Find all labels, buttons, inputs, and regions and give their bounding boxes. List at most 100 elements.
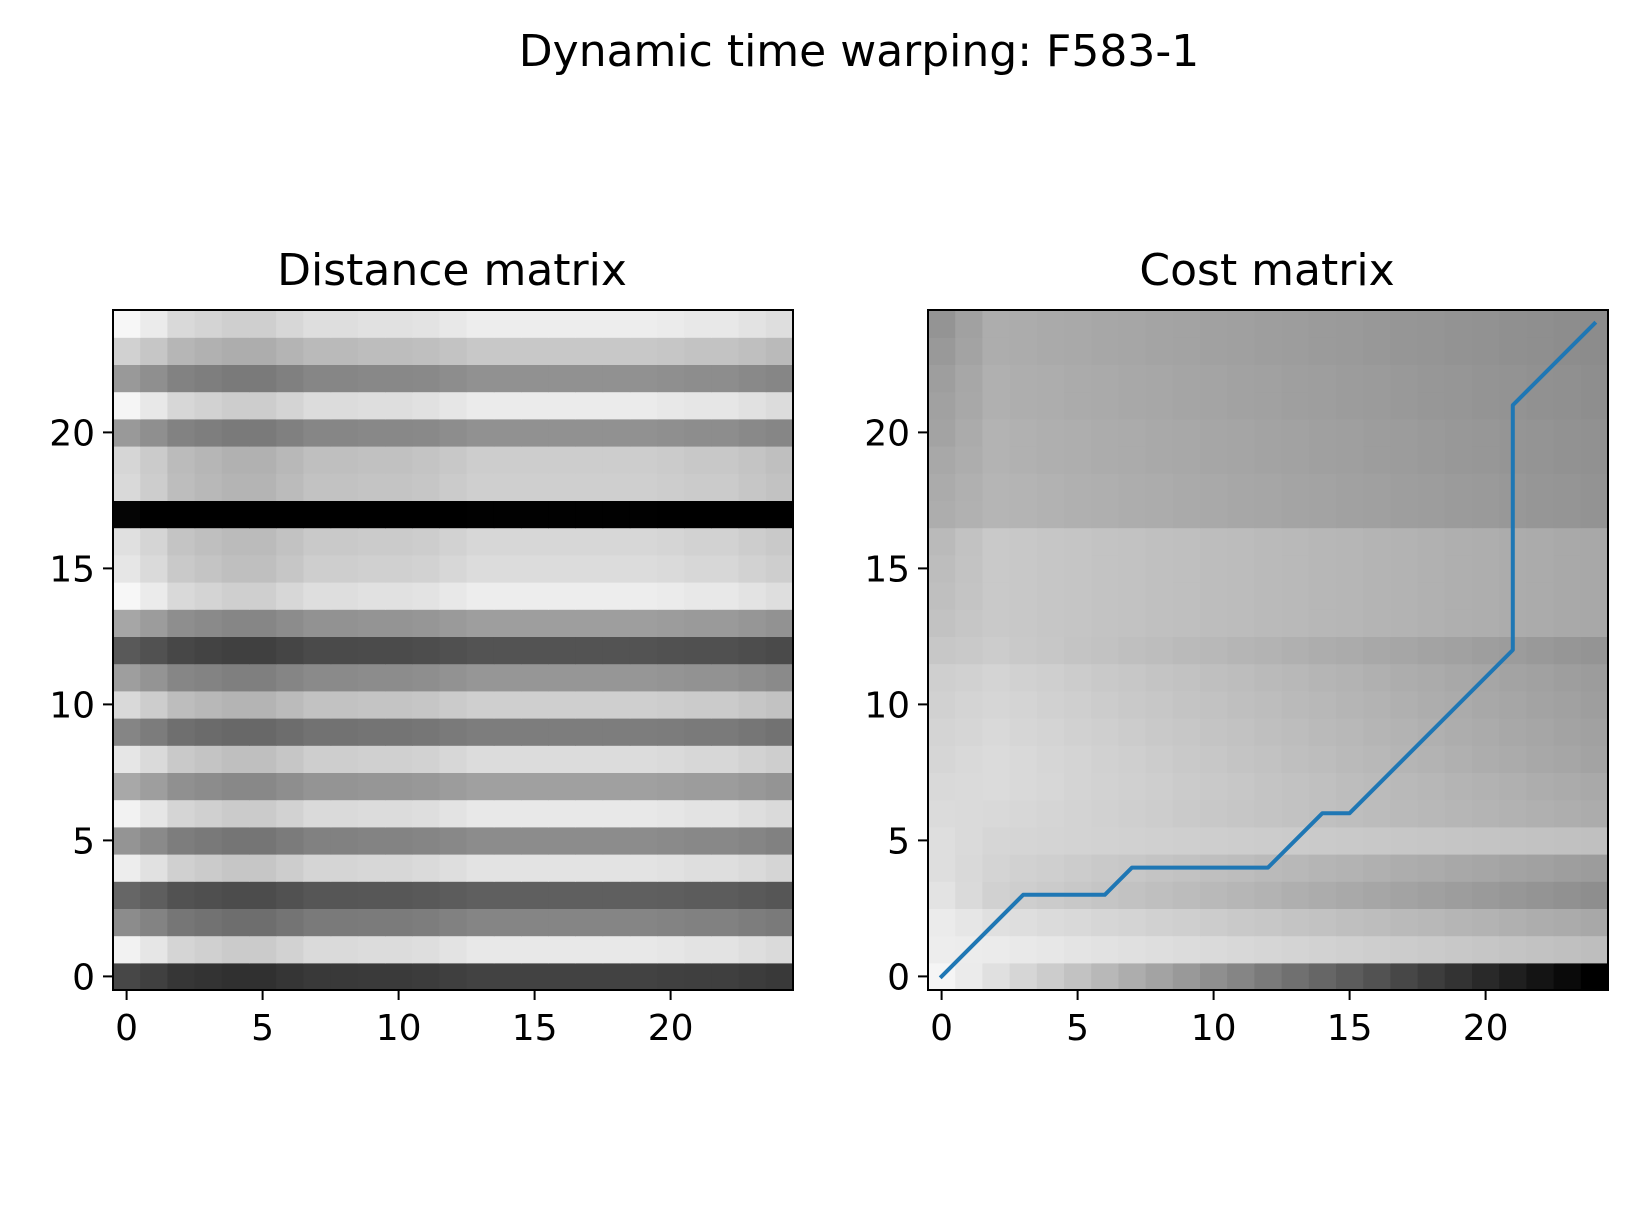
cost-cell: [1200, 527, 1228, 556]
cost-cell: [955, 473, 983, 501]
cost-cell: [1472, 881, 1500, 909]
cost-cell: [1417, 799, 1446, 828]
cost-cell: [1009, 663, 1038, 692]
cost-cell: [1553, 826, 1582, 855]
distance-cell: [629, 310, 658, 338]
distance-cell: [493, 854, 522, 882]
distance-cell: [221, 690, 250, 719]
distance-cell: [493, 935, 522, 964]
distance-cell: [412, 745, 440, 773]
distance-cell: [330, 826, 359, 855]
distance-cell: [684, 446, 712, 474]
cost-cell: [1553, 772, 1582, 801]
distance-cell: [113, 554, 141, 583]
distance-cell: [221, 554, 250, 583]
cost-cell: [1200, 364, 1228, 393]
distance-cell: [276, 473, 304, 501]
distance-cell: [330, 500, 359, 529]
cost-cell: [1390, 527, 1419, 556]
distance-cell: [493, 636, 522, 665]
distance-cell: [303, 962, 332, 991]
distance-cell: [548, 962, 576, 991]
cost-cell: [1472, 337, 1500, 365]
distance-cell: [548, 582, 576, 610]
distance-cell: [711, 609, 740, 637]
cost-cell: [1145, 636, 1174, 665]
distance-cell: [629, 854, 658, 882]
distance-cell: [602, 527, 631, 556]
distance-cell: [221, 582, 250, 610]
cost-cell: [1227, 554, 1255, 583]
cost-cell: [1254, 418, 1283, 447]
cost-cell: [1472, 310, 1500, 338]
cost-cell: [1036, 446, 1065, 474]
cost-cell: [1172, 690, 1201, 719]
distance-cell: [113, 364, 141, 393]
distance-cell: [412, 772, 440, 801]
distance-cell: [602, 554, 631, 583]
distance-cell: [221, 854, 250, 882]
cost-cell: [1472, 718, 1500, 746]
distance-cell: [167, 473, 196, 501]
cost-cell: [1526, 826, 1555, 855]
distance-cell: [657, 582, 685, 610]
cost-cell: [1336, 337, 1364, 365]
cost-cell: [955, 500, 983, 529]
distance-cell: [249, 690, 277, 719]
cost-cell: [1227, 745, 1255, 773]
distance-cell: [330, 718, 359, 746]
distance-cell: [412, 881, 440, 909]
distance-cell: [113, 772, 141, 801]
cost-cell: [1553, 446, 1582, 474]
distance-cell: [521, 881, 549, 909]
cost-cell: [1472, 582, 1500, 610]
distance-cell: [113, 745, 141, 773]
cost-cell: [1363, 663, 1391, 692]
cost-cell: [928, 418, 956, 447]
distance-cell: [357, 527, 386, 556]
distance-cell: [575, 337, 604, 365]
cost-cell: [1118, 690, 1147, 719]
distance-cell: [194, 690, 223, 719]
distance-cell: [113, 690, 141, 719]
cost-cell: [1580, 391, 1609, 420]
cost-cell: [1064, 473, 1092, 501]
cost-cell: [1281, 446, 1310, 474]
distance-cell: [548, 718, 576, 746]
distance-cell: [357, 881, 386, 909]
cost-cell: [1526, 854, 1555, 882]
cost-cell: [1308, 935, 1337, 964]
cost-cell: [1009, 554, 1038, 583]
distance-cell: [330, 772, 359, 801]
distance-cell: [657, 500, 685, 529]
distance-cell: [684, 799, 712, 828]
distance-cell: [167, 636, 196, 665]
cost-cell: [1118, 799, 1147, 828]
distance-cell: [221, 826, 250, 855]
cost-cell: [1444, 582, 1473, 610]
distance-cell: [466, 554, 495, 583]
distance-cell: [167, 527, 196, 556]
distance-cell: [439, 364, 468, 393]
distance-cell: [521, 636, 549, 665]
distance-cell: [629, 663, 658, 692]
distance-cell: [113, 446, 141, 474]
distance-cell: [194, 337, 223, 365]
distance-cell: [249, 636, 277, 665]
cost-cell: [982, 636, 1011, 665]
distance-cell: [330, 799, 359, 828]
distance-cell: [357, 908, 386, 937]
distance-cell: [221, 908, 250, 937]
distance-cell: [249, 745, 277, 773]
distance-cell: [303, 935, 332, 964]
distance-cell: [548, 418, 576, 447]
cost-cell: [928, 554, 956, 583]
cost-cell: [955, 391, 983, 420]
cost-cell: [1336, 582, 1364, 610]
distance-cell: [303, 364, 332, 393]
distance-cell: [575, 826, 604, 855]
cost-cell: [1036, 935, 1065, 964]
cost-cell: [1363, 473, 1391, 501]
distance-cell: [738, 500, 767, 529]
distance-cell: [684, 500, 712, 529]
